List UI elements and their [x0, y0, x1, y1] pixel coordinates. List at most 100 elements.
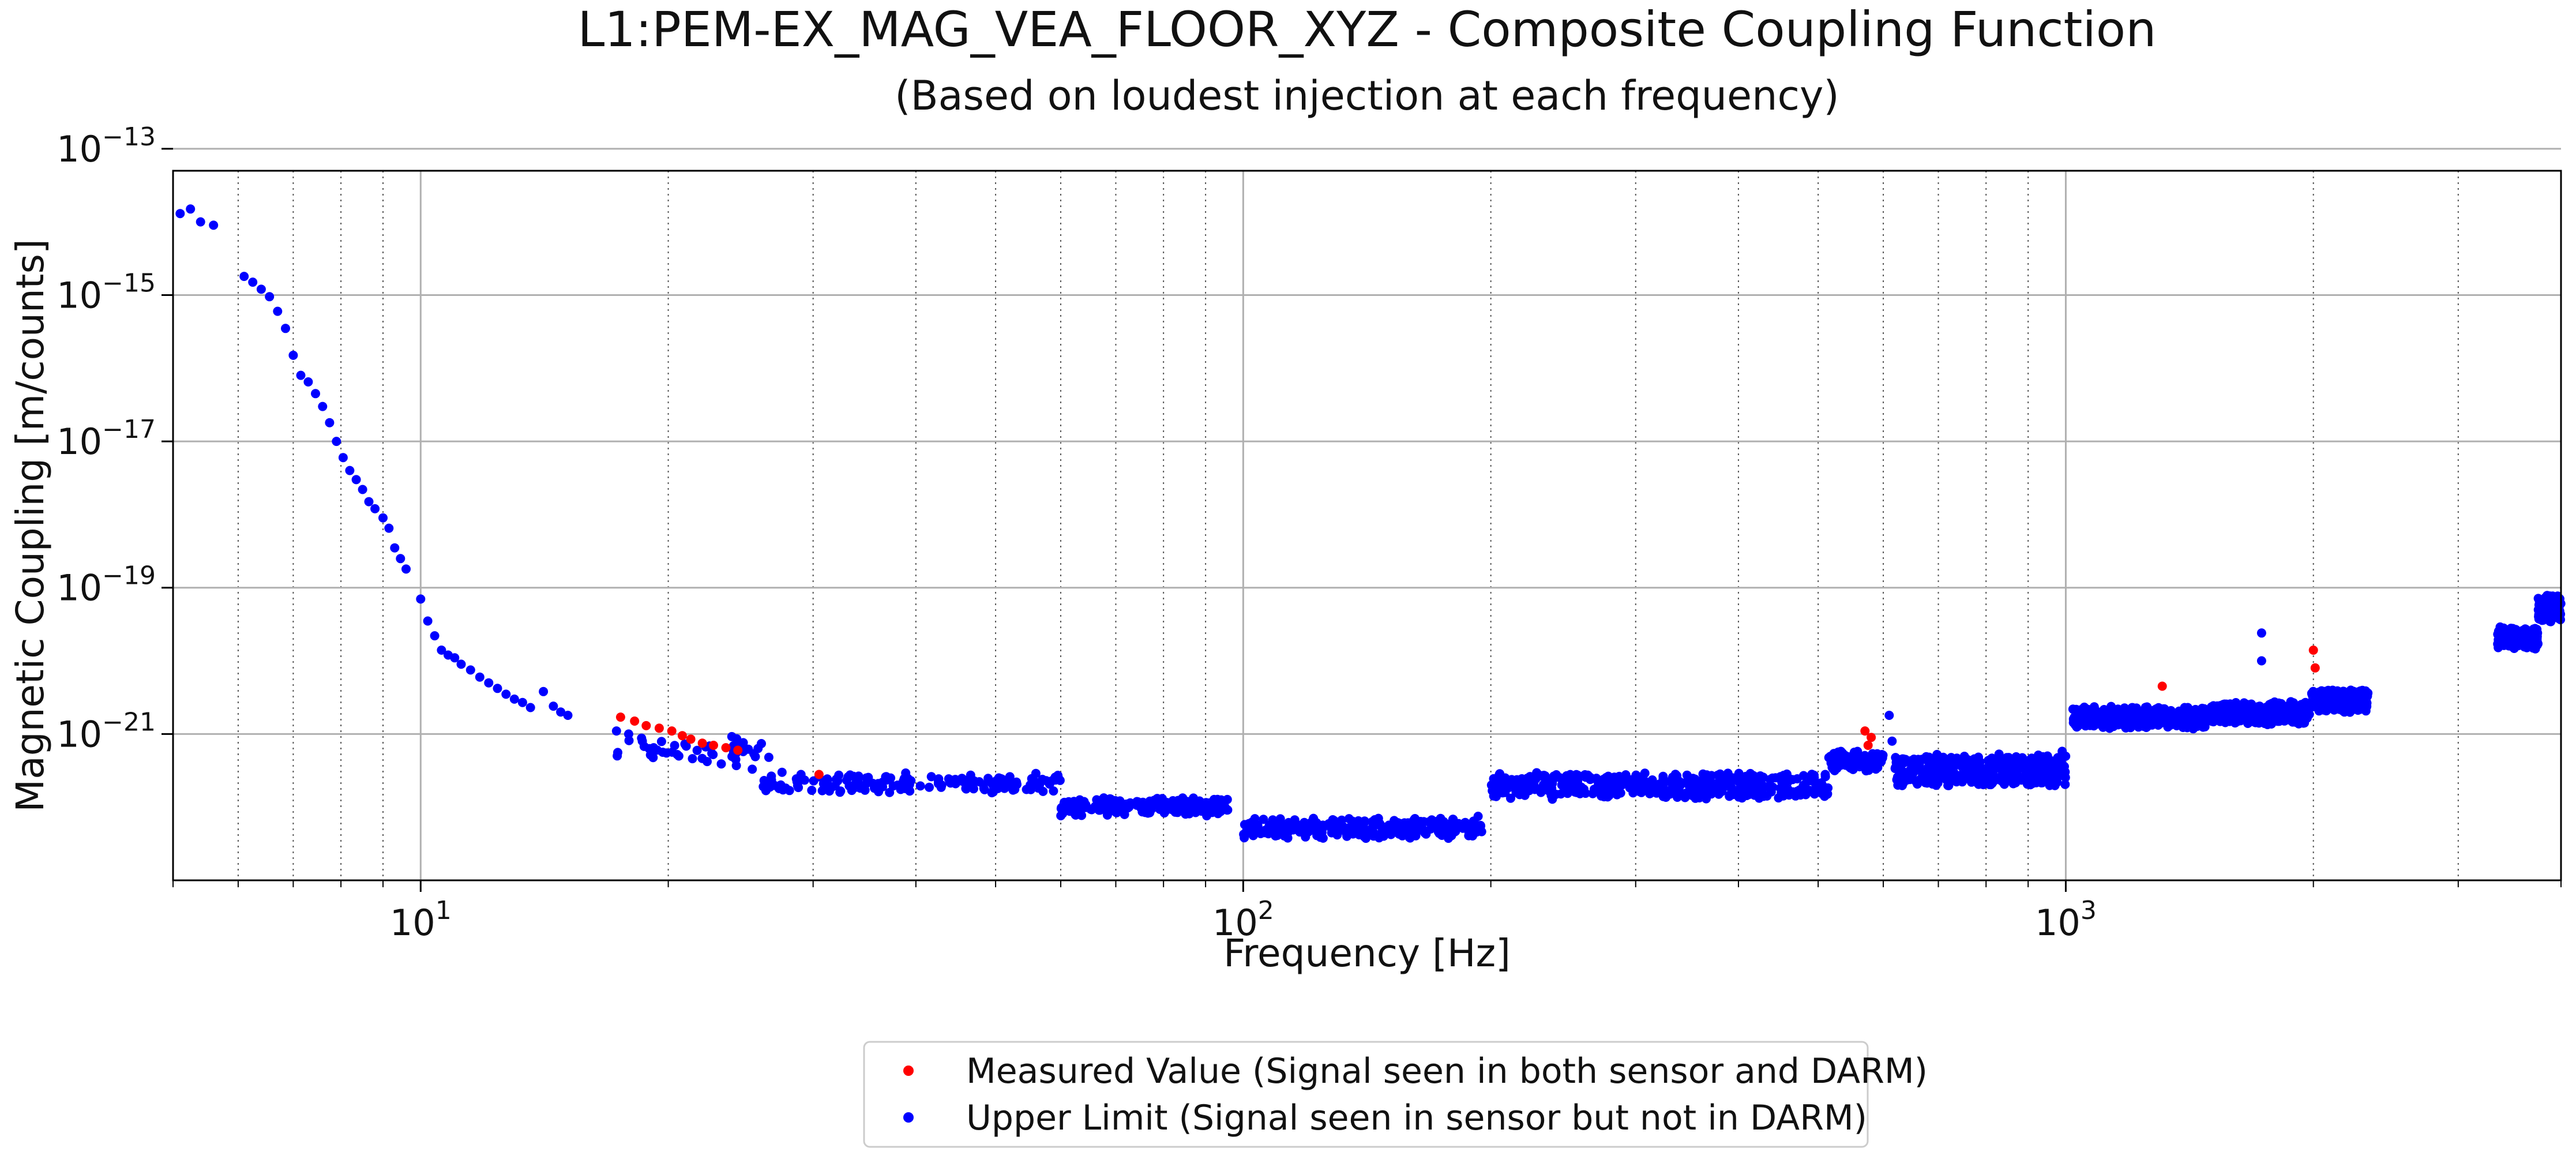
upper-limit-point	[716, 759, 726, 769]
upper-limit-point	[1310, 821, 1320, 831]
upper-limit-point	[1620, 779, 1630, 789]
upper-limit-point	[1332, 826, 1342, 835]
upper-limit-point	[1526, 772, 1536, 782]
upper-limit-point	[1841, 760, 1850, 770]
upper-limit-point	[1967, 764, 1977, 774]
upper-limit-point	[2522, 635, 2532, 645]
upper-limit-point	[196, 217, 205, 227]
upper-limit-point	[1207, 808, 1217, 817]
upper-limit-point	[2505, 640, 2515, 649]
upper-limit-point	[2071, 708, 2081, 718]
upper-limit-point	[1250, 814, 1260, 824]
x-tick-label: 103	[2035, 896, 2097, 944]
upper-limit-point	[1901, 772, 1911, 782]
upper-limit-point	[961, 779, 971, 789]
upper-limit-point	[1921, 778, 1930, 787]
measured-value-point	[1863, 741, 1873, 750]
upper-limit-point	[501, 689, 511, 699]
upper-limit-point	[2256, 656, 2266, 666]
upper-limit-point	[764, 752, 773, 762]
upper-limit-point	[1426, 824, 1436, 834]
upper-limit-point	[2271, 704, 2281, 714]
upper-limit-point	[2536, 610, 2545, 620]
measured-value-point	[615, 712, 625, 722]
upper-limit-point	[1053, 772, 1062, 782]
upper-limit-point	[648, 753, 658, 763]
upper-limit-point	[493, 684, 502, 693]
upper-limit-point	[1402, 823, 1412, 832]
upper-limit-point	[1806, 772, 1816, 782]
upper-limit-point	[613, 748, 622, 757]
upper-limit-point	[1288, 822, 1298, 831]
upper-limit-point	[1603, 792, 1613, 802]
upper-limit-point	[1572, 774, 1582, 783]
upper-limit-point	[1752, 783, 1762, 793]
upper-limit-point	[1360, 832, 1369, 842]
upper-limit-point	[2042, 751, 2052, 761]
x-tick-label: 102	[1212, 896, 1274, 944]
upper-limit-point	[1742, 771, 1752, 781]
upper-limit-point	[265, 292, 275, 302]
upper-limit-point	[2543, 592, 2552, 602]
upper-limit-point	[1360, 817, 1369, 827]
upper-limit-point	[2547, 614, 2557, 624]
upper-limit-point	[186, 204, 196, 214]
legend-marker-upper-limit	[903, 1112, 914, 1123]
upper-limit-point	[1887, 736, 1897, 746]
upper-limit-point	[1049, 786, 1058, 796]
upper-limit-point	[624, 736, 634, 745]
upper-limit-point	[2221, 704, 2230, 714]
upper-limit-point	[2514, 631, 2524, 641]
upper-limit-point	[2254, 704, 2264, 714]
upper-limit-point	[378, 513, 388, 523]
upper-limit-point	[1853, 746, 1862, 756]
upper-limit-point	[945, 778, 955, 787]
upper-limit-point	[1788, 787, 1798, 797]
upper-limit-point	[450, 653, 460, 663]
upper-limit-point	[1933, 773, 1943, 783]
upper-limit-point	[1820, 770, 1830, 779]
upper-limit-point	[2342, 692, 2352, 702]
upper-limit-point	[2048, 772, 2058, 782]
upper-limit-point	[1448, 815, 1458, 824]
upper-limit-point	[384, 523, 394, 533]
upper-limit-point	[1987, 778, 1997, 788]
upper-limit-point	[1823, 789, 1833, 799]
upper-limit-point	[358, 485, 367, 494]
upper-limit-point	[1869, 755, 1879, 764]
upper-limit-point	[1676, 781, 1685, 790]
upper-limit-point	[915, 781, 925, 791]
upper-limit-point	[390, 543, 400, 553]
upper-limit-point	[1743, 789, 1752, 799]
measured-value-point	[1860, 726, 1870, 736]
upper-limit-point	[2350, 689, 2360, 699]
upper-limit-point	[2120, 712, 2130, 722]
legend-box	[863, 1041, 1869, 1148]
upper-limit-point	[1000, 783, 1009, 793]
y-tick-label: 10−15	[57, 268, 156, 316]
grid	[172, 148, 2562, 880]
upper-limit-point	[1098, 800, 1107, 810]
upper-limit-point	[2319, 705, 2329, 715]
upper-limit-point	[2528, 628, 2538, 638]
upper-limit-point	[674, 751, 684, 761]
upper-limit-point	[1159, 802, 1169, 812]
upper-limit-point	[2186, 707, 2196, 717]
upper-limit-point	[2543, 605, 2552, 614]
upper-limit-point	[416, 594, 426, 604]
upper-limit-point	[1220, 797, 1230, 806]
upper-limit-point	[1958, 768, 1968, 778]
upper-limit-point	[1368, 826, 1377, 835]
upper-limit-point	[937, 781, 947, 790]
upper-limit-point	[1580, 787, 1590, 797]
upper-limit-point	[979, 783, 989, 793]
measured-value-point	[733, 745, 743, 755]
upper-limit-point	[1560, 786, 1570, 796]
upper-limit-point	[1691, 793, 1700, 803]
upper-limit-point	[893, 781, 903, 790]
upper-limit-point	[1768, 773, 1777, 783]
upper-limit-point	[692, 745, 702, 755]
upper-limit-point	[2010, 777, 2020, 787]
upper-limit-point	[1506, 793, 1515, 803]
upper-limit-point	[2060, 779, 2070, 789]
